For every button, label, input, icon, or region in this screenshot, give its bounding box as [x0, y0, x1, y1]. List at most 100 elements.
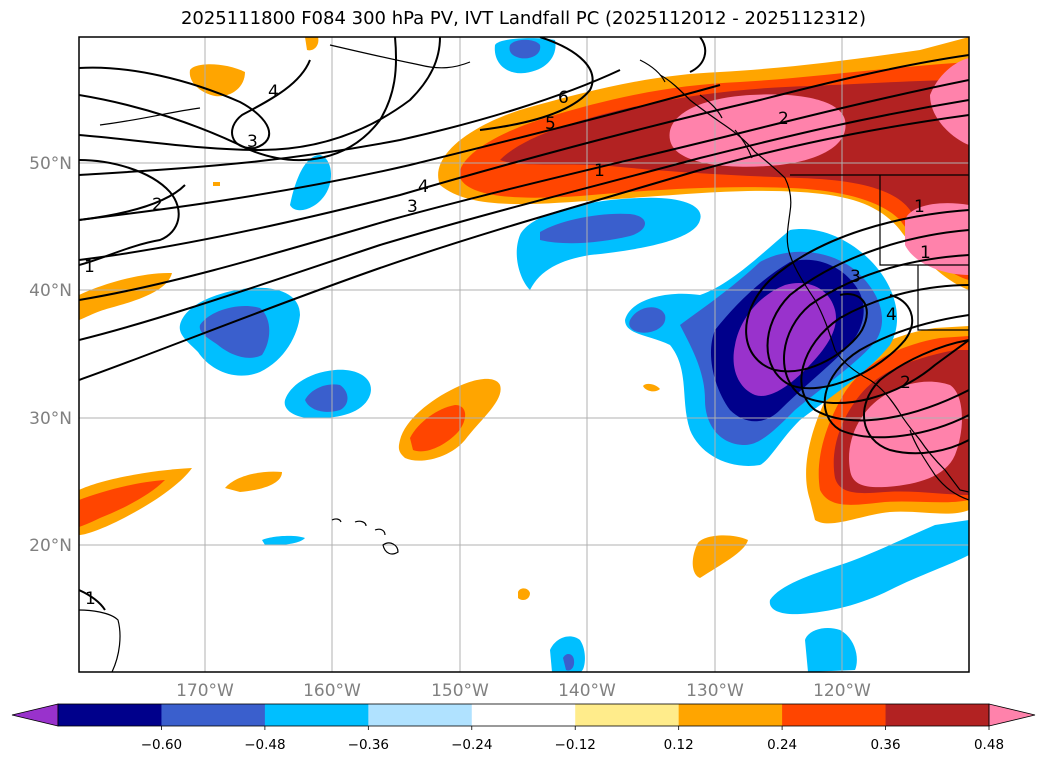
lat-label: 50°N	[29, 154, 72, 174]
ivt-contour-5	[79, 84, 721, 221]
pv-positive-band-north-4	[669, 94, 846, 167]
pv-negative-small-a	[629, 307, 666, 333]
lon-label: 150°W	[431, 681, 489, 701]
lon-label: 140°W	[558, 681, 616, 701]
contour-label: 5	[545, 114, 556, 134]
pv-negative-blob-mid-2	[540, 213, 645, 244]
ivt-trough-4	[800, 284, 969, 422]
coastline-bc-islands	[639, 59, 753, 159]
pv-positive-blob-small-h	[213, 182, 220, 186]
contour-labels: 4 3 2 1 6 5 4 3 1 2 1 3 4 2 1 1	[84, 82, 931, 609]
pv-positive-band-north-6	[930, 58, 969, 145]
contour-label: 3	[850, 267, 861, 287]
pv-negative-blob-bottom-2	[563, 654, 575, 671]
pv-negative-trough-4	[733, 282, 836, 396]
lon-label: 160°W	[303, 681, 361, 701]
colorbar-cell	[575, 704, 680, 726]
ivt-contour-2	[79, 99, 969, 341]
coastlines	[79, 44, 969, 672]
colorbar-tick-label: 0.36	[871, 737, 901, 753]
contour-label: 1	[920, 243, 931, 263]
contour-label: 1	[914, 197, 925, 217]
lon-label: 120°W	[813, 681, 871, 701]
colorbar-cell	[885, 704, 990, 726]
colorbar-tick-label: −0.60	[141, 737, 182, 753]
pv-positive-band-north-3	[500, 80, 969, 270]
contour-label: 1	[84, 257, 95, 277]
pv-positive-blob-west-coast-2	[79, 480, 165, 527]
contour-label: 4	[886, 305, 897, 325]
ivt-contour-11	[79, 184, 186, 221]
lat-label: 20°N	[29, 536, 72, 556]
ivt-contour-7	[79, 37, 441, 152]
pv-negative-blob-mid	[516, 197, 701, 290]
ivt-contour-4	[79, 54, 969, 261]
pv-negative-blob-west-2	[199, 305, 270, 358]
coastline-australia-nz	[79, 609, 121, 672]
pv-negative-blob-hawaii	[262, 535, 305, 546]
pv-positive-blob-central-2	[410, 405, 466, 452]
lat-label: 40°N	[29, 281, 72, 301]
map-title: 2025111800 F084 300 hPa PV, IVT Landfall…	[180, 8, 867, 29]
colorbar-cell	[161, 704, 266, 726]
ivt-contour-12	[79, 589, 106, 611]
contour-label: 2	[152, 195, 163, 215]
colorbar-cell	[58, 704, 162, 726]
contour-label: 3	[247, 132, 258, 152]
colorbar-tick-label: 0.12	[664, 737, 694, 753]
ivt-trough-5	[823, 314, 969, 439]
ivt-trough-3	[783, 254, 969, 404]
ivt-contours	[79, 37, 969, 611]
pv-positive-blob-small-g	[518, 588, 530, 601]
ivt-trough-6	[863, 339, 969, 455]
latitude-labels: 50°N 40°N 30°N 20°N	[29, 154, 72, 556]
pv-negative-blob-se	[769, 520, 969, 615]
colorbar-tick-label: −0.24	[451, 737, 492, 753]
ivt-contour-1	[79, 114, 969, 381]
pv-negative-blob-sw-2	[305, 384, 348, 412]
contour-label: 2	[778, 109, 789, 129]
colorbar-tick-label: 0.24	[767, 737, 797, 753]
gridlines	[79, 37, 969, 672]
pv-positive-blob-small-d	[692, 535, 748, 578]
ivt-contour-13	[479, 37, 707, 131]
colorbar-tick-label: −0.36	[348, 737, 389, 753]
ivt-contour-10	[79, 159, 180, 266]
colorbar-tick-label: −0.48	[244, 737, 285, 753]
coastline-alaska	[99, 44, 471, 126]
colorbar-cell	[782, 704, 887, 726]
colorbar-cell	[471, 704, 576, 726]
colorbar-cell	[678, 704, 783, 726]
contour-label: 4	[268, 82, 279, 102]
border-states	[879, 175, 969, 331]
pv-negative-blob-top-2	[509, 39, 541, 59]
colorbar-frame	[57, 703, 990, 727]
ivt-contour-3	[79, 79, 969, 301]
colorbar: −0.60 −0.48 −0.36 −0.24 −0.12 0.12 0.24 0.36 0.4…	[11, 703, 1036, 753]
ivt-contour-8	[79, 37, 398, 161]
pv-positive-blob-small-f	[305, 37, 319, 51]
contour-label: 2	[900, 373, 911, 393]
colorbar-tick-label: 0.48	[974, 737, 1004, 753]
contour-label: 3	[407, 197, 418, 217]
ivt-trough-2	[766, 229, 969, 390]
ivt-trough-1	[745, 209, 969, 373]
pv-positive-blob-small-i	[643, 383, 660, 392]
colorbar-extend-low	[11, 703, 59, 727]
map-frame	[78, 36, 970, 673]
colorbar-cell	[368, 704, 473, 726]
hawaii-islands	[331, 518, 399, 555]
ivt-contour-6	[79, 69, 621, 176]
contour-label: 1	[594, 161, 605, 181]
lon-label: 130°W	[686, 681, 744, 701]
longitude-labels: 170°W 160°W 150°W 140°W 130°W 120°W	[176, 681, 871, 701]
contour-label: 6	[558, 88, 569, 108]
colorbar-tick-label: −0.12	[555, 737, 596, 753]
colorbar-extend-high	[988, 703, 1036, 727]
pv-negative-blob-bottom-right	[805, 628, 857, 672]
pv-positive-blob-small-c	[225, 471, 282, 492]
pv-positive-blob-w40	[79, 272, 172, 320]
ivt-contour-9	[79, 59, 311, 150]
baja-coast	[909, 429, 969, 501]
